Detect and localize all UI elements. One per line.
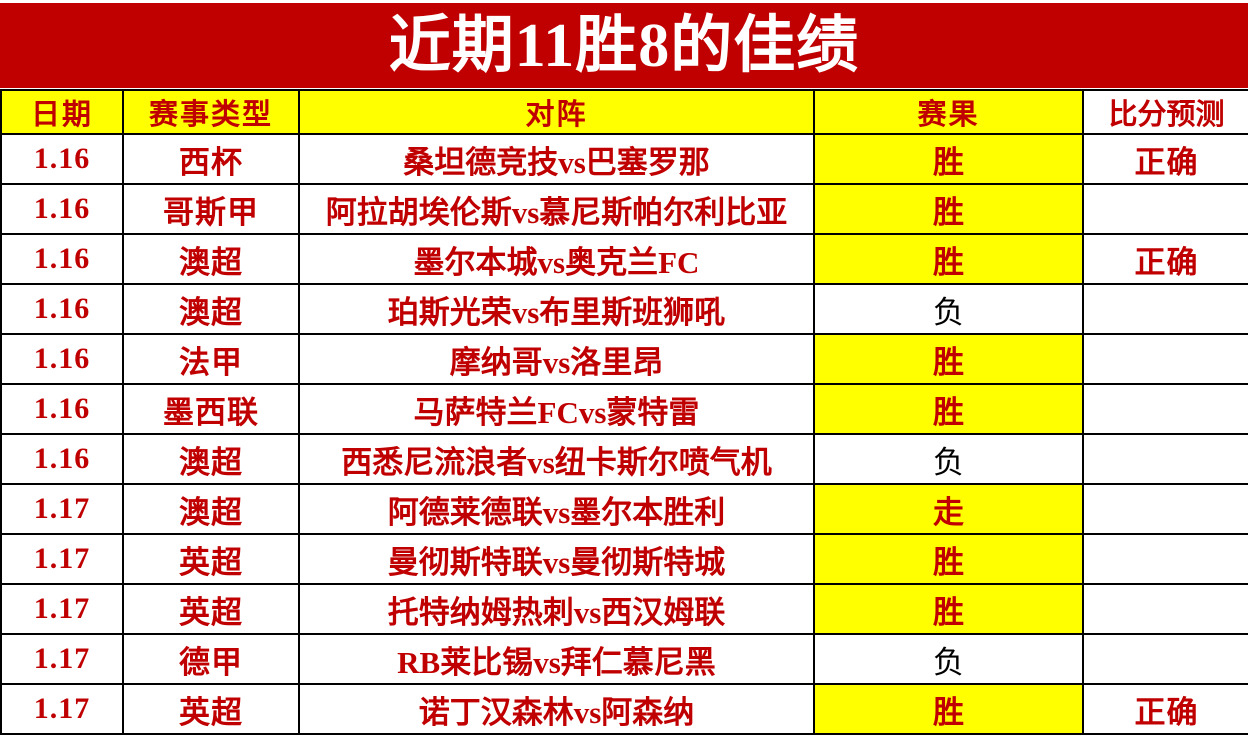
- cell-result: 负: [813, 633, 1084, 685]
- cell-result: 负: [813, 283, 1084, 335]
- cell-date: 1.16: [0, 283, 124, 335]
- cell-prediction: [1082, 333, 1248, 385]
- cell-match: 阿德莱德联vs墨尔本胜利: [298, 483, 815, 535]
- cell-date: 1.16: [0, 383, 124, 435]
- cell-date: 1.17: [0, 483, 124, 535]
- cell-match: 阿拉胡埃伦斯vs慕尼斯帕尔利比亚: [298, 183, 815, 235]
- column-header-result: 赛果: [813, 89, 1084, 135]
- table-row: 1.16 哥斯甲 阿拉胡埃伦斯vs慕尼斯帕尔利比亚胜: [0, 183, 1248, 235]
- cell-league: 德甲: [122, 633, 300, 685]
- page-title: 近期11胜8的佳绩: [388, 11, 860, 80]
- cell-date: 1.17: [0, 683, 124, 735]
- table-header-row: 日期 赛事类型 对阵 赛果 比分预测: [0, 89, 1248, 135]
- cell-prediction: 正确: [1082, 683, 1248, 735]
- cell-match: 摩纳哥vs洛里昂: [298, 333, 815, 385]
- table-row: 1.16 墨西联 马萨特兰FCvs蒙特雷胜: [0, 383, 1248, 435]
- cell-match: 西悉尼流浪者vs纽卡斯尔喷气机: [298, 433, 815, 485]
- cell-result: 走: [813, 483, 1084, 535]
- cell-date: 1.17: [0, 533, 124, 585]
- table-row: 1.17 英超 诺丁汉森林vs阿森纳胜正确: [0, 683, 1248, 735]
- cell-prediction: [1082, 583, 1248, 635]
- cell-prediction: [1082, 283, 1248, 335]
- cell-prediction: 正确: [1082, 233, 1248, 285]
- cell-match: 桑坦德竞技vs巴塞罗那: [298, 133, 815, 185]
- cell-prediction: [1082, 383, 1248, 435]
- cell-result: 胜: [813, 583, 1084, 635]
- cell-match: RB莱比锡vs拜仁慕尼黑: [298, 633, 815, 685]
- cell-prediction: [1082, 183, 1248, 235]
- cell-result: 胜: [813, 233, 1084, 285]
- cell-date: 1.17: [0, 633, 124, 685]
- cell-result: 胜: [813, 383, 1084, 435]
- cell-match: 曼彻斯特联vs曼彻斯特城: [298, 533, 815, 585]
- cell-result: 负: [813, 433, 1084, 485]
- cell-match: 马萨特兰FCvs蒙特雷: [298, 383, 815, 435]
- cell-match: 墨尔本城vs奥克兰FC: [298, 233, 815, 285]
- cell-prediction: 正确: [1082, 133, 1248, 185]
- table-row: 1.17 英超 托特纳姆热刺vs西汉姆联胜: [0, 583, 1248, 635]
- cell-result: 胜: [813, 533, 1084, 585]
- column-header-match: 对阵: [298, 89, 815, 135]
- cell-prediction: [1082, 633, 1248, 685]
- table-row: 1.16 澳超 墨尔本城vs奥克兰FC 胜正确: [0, 233, 1248, 285]
- cell-prediction: [1082, 433, 1248, 485]
- cell-league: 墨西联: [122, 383, 300, 435]
- cell-date: 1.16: [0, 133, 124, 185]
- table-row: 1.16 法甲 摩纳哥vs洛里昂胜: [0, 333, 1248, 385]
- cell-date: 1.17: [0, 583, 124, 635]
- cell-league: 西杯: [122, 133, 300, 185]
- cell-league: 澳超: [122, 233, 300, 285]
- cell-league: 澳超: [122, 433, 300, 485]
- cell-prediction: [1082, 533, 1248, 585]
- cell-prediction: [1082, 483, 1248, 535]
- table-row: 1.16 澳超 珀斯光荣vs布里斯班狮吼负: [0, 283, 1248, 335]
- match-results-table: 日期 赛事类型 对阵 赛果 比分预测 1.16 西杯 桑坦德竞技vs巴塞罗那胜正确 1…: [0, 89, 1248, 735]
- cell-league: 澳超: [122, 283, 300, 335]
- cell-result: 胜: [813, 183, 1084, 235]
- cell-date: 1.16: [0, 233, 124, 285]
- prediction-record-page: 近期11胜8的佳绩 日期 赛事类型 对阵 赛果 比分预测 1.16 西杯 桑坦德竞技…: [0, 3, 1248, 735]
- cell-result: 胜: [813, 683, 1084, 735]
- column-header-date: 日期: [0, 89, 124, 135]
- title-banner: 近期11胜8的佳绩: [0, 3, 1248, 88]
- cell-league: 英超: [122, 533, 300, 585]
- cell-league: 澳超: [122, 483, 300, 535]
- table-row: 1.17 德甲 RB莱比锡vs拜仁慕尼黑负: [0, 633, 1248, 685]
- table-row: 1.17 澳超 阿德莱德联vs墨尔本胜利走: [0, 483, 1248, 535]
- cell-league: 英超: [122, 683, 300, 735]
- cell-league: 英超: [122, 583, 300, 635]
- column-header-league: 赛事类型: [122, 89, 300, 135]
- cell-result: 胜: [813, 333, 1084, 385]
- cell-match: 托特纳姆热刺vs西汉姆联: [298, 583, 815, 635]
- column-header-prediction: 比分预测: [1082, 89, 1248, 135]
- table-row: 1.16 澳超 西悉尼流浪者vs纽卡斯尔喷气机负: [0, 433, 1248, 485]
- cell-result: 胜: [813, 133, 1084, 185]
- cell-league: 哥斯甲: [122, 183, 300, 235]
- cell-date: 1.16: [0, 333, 124, 385]
- table-row: 1.17 英超 曼彻斯特联vs曼彻斯特城胜: [0, 533, 1248, 585]
- cell-date: 1.16: [0, 183, 124, 235]
- cell-league: 法甲: [122, 333, 300, 385]
- table-row: 1.16 西杯 桑坦德竞技vs巴塞罗那胜正确: [0, 133, 1248, 185]
- cell-match: 诺丁汉森林vs阿森纳: [298, 683, 815, 735]
- table-body: 1.16 西杯 桑坦德竞技vs巴塞罗那胜正确 1.16 哥斯甲 阿拉胡埃伦斯vs慕尼斯帕尔…: [0, 133, 1248, 735]
- cell-match: 珀斯光荣vs布里斯班狮吼: [298, 283, 815, 335]
- cell-date: 1.16: [0, 433, 124, 485]
